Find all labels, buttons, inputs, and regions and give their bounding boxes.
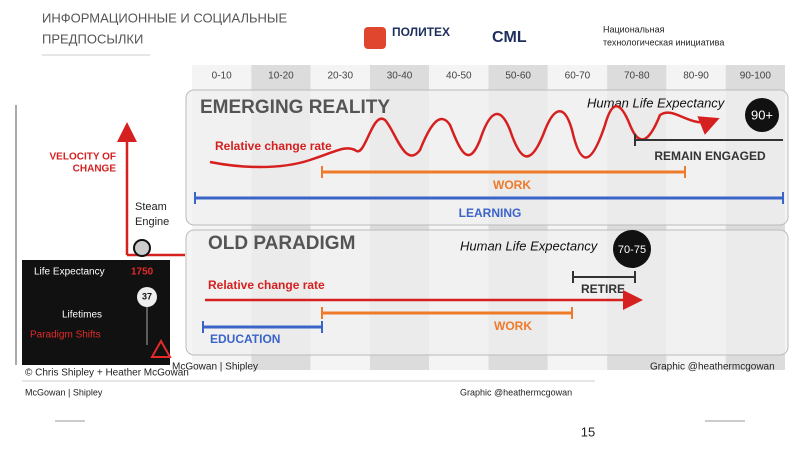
logo-text: технологическая инициатива xyxy=(603,37,724,47)
label: Paradigm Shifts xyxy=(30,330,101,341)
credit: Graphic @heathermcgowan xyxy=(460,387,572,397)
label: Life Expectancy xyxy=(34,267,105,278)
label: Lifetimes xyxy=(62,310,102,321)
label: Human Life Expectancy xyxy=(587,95,726,110)
decade-label: 90-100 xyxy=(740,71,772,82)
marker xyxy=(137,287,157,307)
label: Human Life Expectancy xyxy=(460,238,599,253)
label: REMAIN ENGAGED xyxy=(654,149,766,163)
badge xyxy=(613,230,651,268)
label: Relative change rate xyxy=(208,278,325,292)
axis-label: VELOCITY OF xyxy=(50,152,117,163)
decade-label: 80-90 xyxy=(683,71,709,82)
change-curve xyxy=(209,105,720,169)
label: LEARNING xyxy=(459,206,522,220)
logo: ПОЛИТЕХ xyxy=(392,25,450,39)
decade-label: 60-70 xyxy=(565,71,591,82)
label: 37 xyxy=(142,291,152,301)
decade-label: 40-50 xyxy=(446,71,472,82)
page-number: 15 xyxy=(581,424,595,439)
title: ПРЕДПОСЫЛКИ xyxy=(42,31,143,46)
badge-text: 90+ xyxy=(751,107,773,122)
panel xyxy=(185,89,789,226)
decade-label: 70-80 xyxy=(624,71,650,82)
label: WORK xyxy=(493,178,531,192)
label: RETIRE xyxy=(581,282,625,296)
label: Steam xyxy=(135,201,167,213)
axis-label: CHANGE xyxy=(73,164,117,175)
label: Engine xyxy=(135,216,169,228)
badge xyxy=(745,98,779,132)
credit: © Chris Shipley + Heather McGowan xyxy=(25,368,189,379)
decade-label: 30-40 xyxy=(387,71,413,82)
inset-box xyxy=(22,260,170,365)
decade-label: 10-20 xyxy=(268,71,294,82)
label: 1750 xyxy=(131,267,154,278)
credit: McGowan | Shipley xyxy=(172,362,258,373)
label: Relative change rate xyxy=(215,139,332,153)
label: EDUCATION xyxy=(210,332,280,346)
credit: Graphic @heathermcgowan xyxy=(650,362,775,373)
badge-text: 70-75 xyxy=(618,244,646,256)
marker xyxy=(133,239,151,257)
logo: CML xyxy=(492,29,527,46)
politekh-icon xyxy=(364,27,386,49)
logo-text: Национальная xyxy=(603,24,665,34)
title: ИНФОРМАЦИОННЫЕ И СОЦИАЛЬНЫЕ xyxy=(42,10,287,25)
decade-label: 50-60 xyxy=(505,71,531,82)
label: WORK xyxy=(494,319,532,333)
decade-label: 20-30 xyxy=(327,71,353,82)
credit: McGowan | Shipley xyxy=(25,387,103,397)
panel-title: OLD PARADIGM xyxy=(208,233,355,254)
triangle xyxy=(150,338,172,358)
decade-label: 0-10 xyxy=(212,71,232,82)
panel-title: EMERGING REALITY xyxy=(200,97,390,118)
